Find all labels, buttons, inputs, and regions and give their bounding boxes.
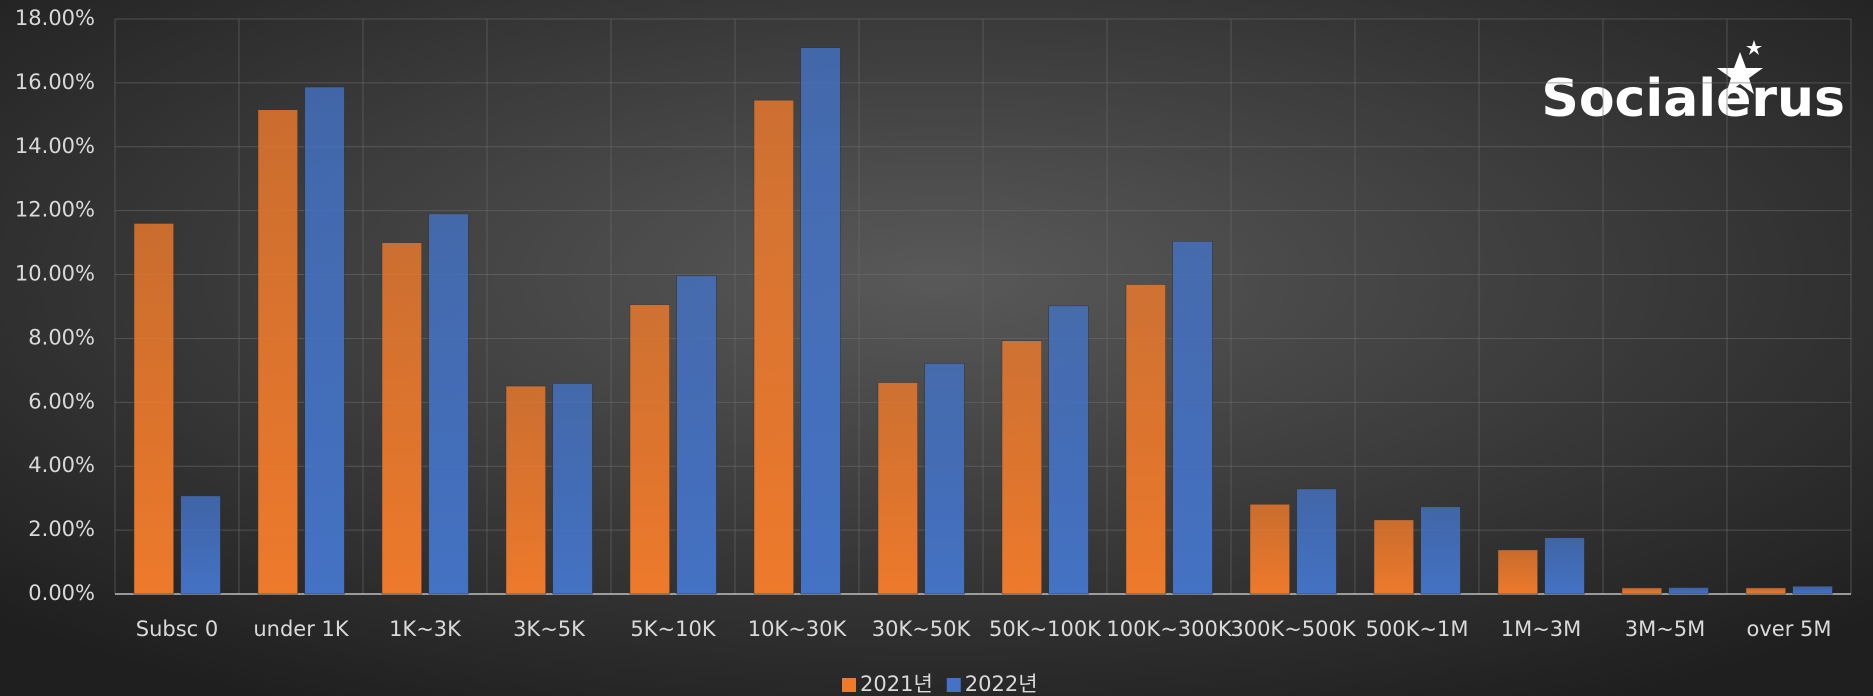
bar: [505, 385, 546, 595]
y-tick-label: 18.00%: [15, 6, 95, 30]
x-tick-label: 100K~300K: [1106, 617, 1233, 641]
legend-label: 2021년: [860, 672, 933, 696]
bar: [1497, 549, 1538, 595]
bar: [753, 99, 794, 595]
x-tick-label: 1M~3M: [1501, 617, 1582, 641]
bar: [1048, 305, 1089, 595]
bar: [800, 47, 841, 595]
bar: [1296, 488, 1337, 595]
bar: [381, 242, 422, 595]
bar: [924, 363, 965, 595]
legend-label: 2022년: [965, 672, 1038, 696]
bar: [1172, 241, 1213, 595]
x-tick-label: 30K~50K: [872, 617, 972, 641]
legend-swatch: [842, 678, 856, 692]
x-tick-label: 10K~30K: [748, 617, 848, 641]
x-tick-label: 50K~100K: [989, 617, 1102, 641]
x-tick-label: Subsc 0: [136, 617, 219, 641]
y-tick-label: 10.00%: [15, 262, 95, 286]
x-tick-label: under 1K: [253, 617, 350, 641]
y-tick-label: 12.00%: [15, 198, 95, 222]
x-tick-label: 3K~5K: [513, 617, 586, 641]
x-tick-label: 5K~10K: [630, 617, 716, 641]
bar: [1792, 586, 1833, 595]
bar: [552, 383, 593, 595]
x-tick-label: 300K~500K: [1230, 617, 1357, 641]
bar: [1249, 503, 1290, 595]
y-tick-label: 6.00%: [28, 389, 95, 413]
bar: [1125, 284, 1166, 595]
y-tick-label: 14.00%: [15, 134, 95, 158]
bar: [180, 495, 221, 595]
bar: [1745, 587, 1786, 595]
legend-swatch: [946, 678, 961, 692]
bar: [428, 213, 469, 595]
y-tick-label: 8.00%: [28, 325, 95, 349]
bar: [257, 109, 298, 595]
y-tick-label: 2.00%: [28, 517, 95, 541]
bar: [676, 275, 717, 595]
bar: [133, 223, 174, 595]
bar: [1001, 340, 1042, 595]
x-tick-label: 1K~3K: [389, 617, 462, 641]
legend: 2021년 2022년: [842, 672, 1038, 696]
bar: [1668, 587, 1709, 595]
x-tick-label: 3M~5M: [1625, 617, 1706, 641]
x-tick-label: 500K~1M: [1366, 617, 1469, 641]
watermark: Socialerus: [1541, 69, 1845, 129]
y-tick-label: 4.00%: [28, 453, 95, 477]
bar: [1373, 519, 1414, 595]
y-tick-label: 16.00%: [15, 70, 95, 94]
x-tick-label: over 5M: [1747, 617, 1832, 641]
bar: [1544, 537, 1585, 595]
bar: [877, 382, 918, 595]
bar: [1621, 587, 1662, 595]
bar: [1420, 506, 1461, 595]
bar: [629, 304, 670, 595]
bar: [304, 86, 345, 595]
logo: Socialerus: [1541, 40, 1845, 129]
y-tick-label: 0.00%: [28, 581, 95, 605]
